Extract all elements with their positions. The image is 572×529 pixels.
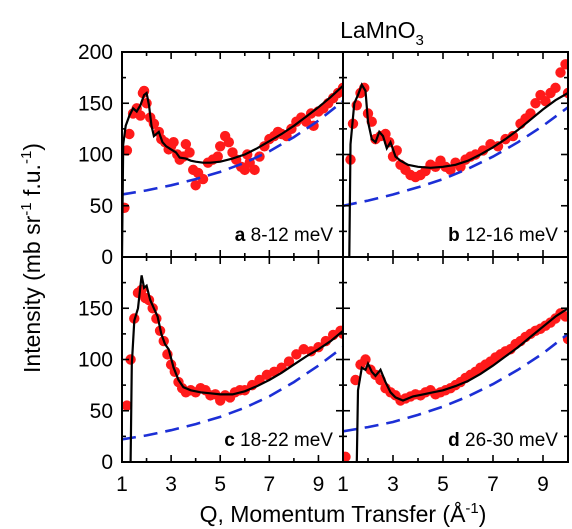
- data-point: [283, 356, 295, 367]
- fit-curve: [122, 84, 343, 257]
- x-tick-label: 5: [214, 473, 226, 496]
- data-point: [360, 354, 371, 365]
- data-point: [124, 128, 135, 140]
- x-tick-label: 3: [165, 473, 177, 496]
- data-point: [291, 349, 302, 360]
- data-point: [350, 374, 361, 386]
- y-axis-title-part-1: Intensity (mb sr: [19, 215, 45, 373]
- panel-energy-range: 26-30 meV: [460, 430, 559, 451]
- fit-curve: [348, 82, 568, 257]
- panel-letter: d: [448, 430, 460, 451]
- x-tick-label: 9: [537, 473, 549, 496]
- x-axis-title-part-2: ): [479, 501, 487, 527]
- data-point: [190, 180, 201, 191]
- x-tick-label: 1: [116, 473, 128, 496]
- x-tick-label: 7: [487, 473, 499, 496]
- x-tick-label: 1: [337, 473, 349, 496]
- x-axis-title-part-1: Q, Momentum Transfer (Å: [200, 500, 467, 527]
- data-point: [507, 130, 519, 142]
- background-curve: [122, 100, 343, 196]
- fit-curve: [129, 275, 343, 462]
- panel-energy-range: 12-16 meV: [460, 225, 559, 246]
- x-tick-label: 7: [263, 473, 275, 496]
- y-axis-title-part-3: ): [19, 143, 45, 151]
- data-point: [249, 164, 260, 176]
- y-axis-title-superscript-2: -1: [18, 151, 35, 164]
- data-point: [525, 108, 536, 119]
- data-point: [530, 98, 541, 109]
- data-point: [135, 110, 146, 121]
- background-curve: [343, 332, 568, 433]
- background-curve: [122, 346, 343, 441]
- x-tick-label: 3: [387, 473, 399, 496]
- panel-c: 1 3 5 7 9 0 50 100 150 c 18-22 meV: [78, 256, 344, 496]
- panel-label-c: c 18-22 meV: [224, 430, 333, 451]
- y-tick-label: 150: [78, 297, 113, 320]
- x-tick-label: 5: [437, 473, 449, 496]
- y-tick-label: 0: [101, 246, 113, 269]
- data-point: [197, 173, 209, 185]
- figure-title-subscript: 3: [416, 32, 424, 49]
- y-tick-label: 150: [78, 92, 113, 115]
- y-axis-title-superscript-1: -1: [18, 202, 35, 215]
- y-axis-title-part-2: f.u.: [19, 164, 45, 202]
- data-point: [343, 451, 351, 462]
- panel-letter: a: [235, 225, 246, 246]
- data-point: [555, 67, 566, 78]
- panel-label-a: a 8-12 meV: [235, 225, 334, 246]
- y-tick-label: 50: [90, 400, 113, 423]
- y-tick-label: 100: [78, 144, 113, 167]
- panel-label-d: d 26-30 meV: [448, 430, 558, 451]
- data-point: [477, 145, 489, 156]
- panel-a: 0 50 100 150 200 a 8-12 meV: [78, 41, 344, 269]
- data-point: [550, 82, 561, 94]
- x-axis-title-superscript: -1: [465, 500, 478, 517]
- fit-curve: [355, 307, 568, 462]
- x-tick-label: 9: [313, 473, 325, 496]
- panel-d: 1 3 5 7 9 d 26-30 meV: [337, 256, 569, 496]
- figure-title: LaMnO3: [340, 17, 424, 49]
- data-point: [212, 151, 223, 162]
- data-point: [492, 141, 504, 152]
- y-tick-label: 50: [90, 195, 113, 218]
- x-axis-title: Q, Momentum Transfer (Å-1): [200, 500, 487, 527]
- data-point: [180, 139, 192, 150]
- y-tick-label: 200: [78, 41, 113, 64]
- plot-area-c: [122, 275, 343, 462]
- data-point: [540, 96, 551, 107]
- data-point: [122, 202, 130, 213]
- data-point: [168, 137, 179, 148]
- data-point: [122, 145, 133, 156]
- data-point: [560, 311, 568, 322]
- data-point: [122, 400, 133, 411]
- plot-area-d: [343, 307, 568, 462]
- data-point: [560, 59, 568, 70]
- y-tick-label: 100: [78, 349, 113, 372]
- figure-title-main: LaMnO: [340, 17, 415, 43]
- plot-area-b: [343, 59, 568, 257]
- plot-area-a: [122, 82, 343, 257]
- data-point: [215, 141, 226, 152]
- data-point: [184, 147, 195, 158]
- panel-energy-range: 18-22 meV: [235, 430, 334, 451]
- panel-b: b 12-16 meV: [342, 51, 569, 258]
- background-curve: [343, 106, 568, 208]
- y-tick-label: 0: [101, 451, 113, 474]
- data-point: [223, 137, 235, 148]
- panel-label-b: b 12-16 meV: [448, 225, 558, 246]
- panel-letter: c: [224, 430, 235, 451]
- panel-energy-range: 8-12 meV: [245, 225, 333, 246]
- y-axis-title: Intensity (mb sr-1 f.u.-1): [18, 143, 45, 373]
- panel-letter: b: [448, 225, 460, 246]
